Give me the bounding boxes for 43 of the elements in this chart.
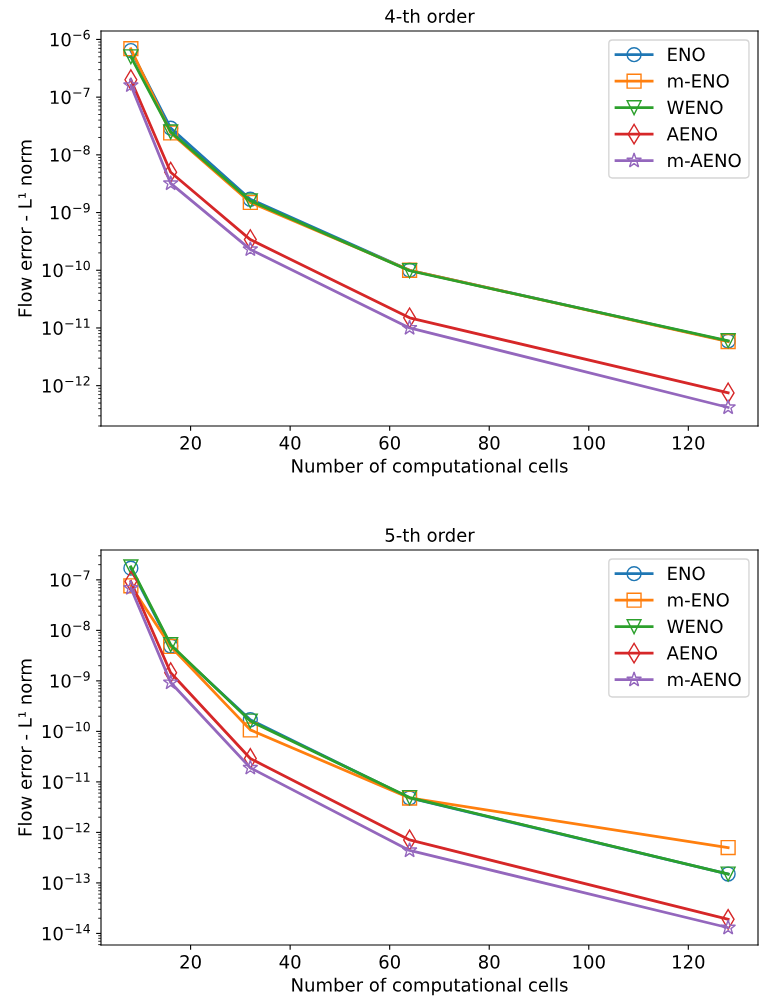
y-tick-label: 10$^{−14}$: [42, 924, 91, 941]
legend-label: m-AENO: [668, 153, 741, 168]
x-tick-label: 120: [673, 955, 705, 969]
y-tick-label: 10$^{−9}$: [50, 202, 90, 220]
y-tick-label: 10$^{−12}$: [42, 822, 90, 840]
x-tick-label: 80: [478, 955, 500, 969]
legend-label: AENO: [666, 127, 718, 141]
y-tick-label: 10$^{−10}$: [42, 260, 90, 278]
x-tick-label: 120: [673, 436, 705, 450]
legend-label: m-AENO: [668, 672, 741, 687]
legend-label: ENO: [668, 566, 705, 581]
x-tick-label: 20: [180, 436, 201, 450]
y-tick-label: 10$^{−9}$: [50, 671, 90, 688]
y-tick-label: 10$^{−8}$: [50, 145, 90, 162]
y-tick-label: 10$^{−12}$: [42, 376, 90, 393]
y-tick-label: 10$^{−8}$: [50, 620, 90, 638]
x-tick-label: 40: [279, 436, 301, 450]
legend-label: m-ENO: [668, 593, 729, 607]
x-tick-label: 100: [573, 436, 605, 450]
y-tick-label: 10$^{−11}$: [42, 318, 90, 335]
x-tick-label: 80: [478, 436, 500, 450]
x-tick-label: 20: [180, 955, 201, 969]
y-tick-label: 10$^{−11}$: [42, 772, 90, 789]
legend-label: AENO: [666, 646, 718, 660]
y-axis-title: Flow error - L¹ norm: [17, 659, 32, 836]
y-tick-label: 10$^{−7}$: [50, 570, 90, 587]
chart-title: 4-th order: [385, 8, 475, 23]
legend-label: ENO: [668, 47, 705, 62]
legend-label: WENO: [667, 100, 723, 115]
y-tick-label: 10$^{−7}$: [50, 87, 90, 105]
x-tick-label: 100: [573, 955, 605, 969]
y-tick-label: 10$^{−10}$: [42, 721, 90, 739]
x-tick-label: 60: [379, 436, 400, 450]
x-tick-label: 40: [279, 955, 301, 969]
y-tick-label: 10$^{−13}$: [42, 873, 90, 890]
legend-label: WENO: [667, 619, 723, 634]
y-axis-title: Flow error - L¹ norm: [17, 140, 32, 317]
x-tick-label: 60: [379, 955, 400, 969]
chart-title: 5-th order: [385, 527, 475, 542]
x-axis-title: Number of computational cells: [292, 458, 568, 477]
x-axis-title: Number of computational cells: [292, 977, 568, 996]
legend-label: m-ENO: [668, 74, 729, 88]
y-tick-label: 10$^{−6}$: [50, 29, 90, 47]
